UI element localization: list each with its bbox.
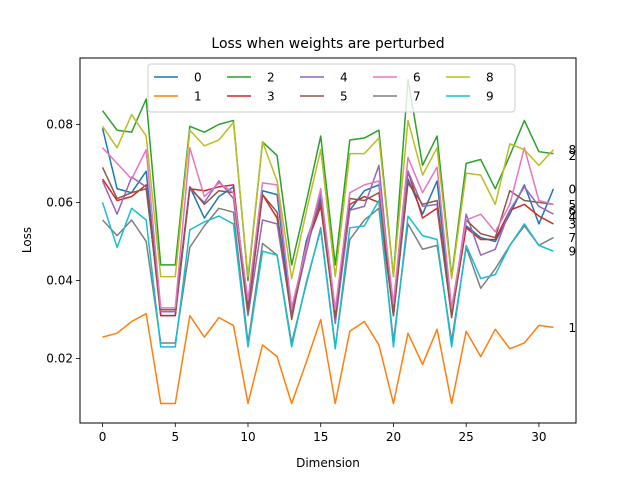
- series-line-9: [101, 199, 554, 350]
- x-axis-label: Dimension: [296, 456, 360, 470]
- end-label-5: 5: [568, 198, 576, 212]
- end-label-2: 2: [568, 149, 576, 163]
- end-label-6: 6: [568, 204, 576, 218]
- legend: 0 1 2 3 4 5 6 7 8 9: [147, 63, 516, 113]
- legend-label-0: 0: [194, 71, 202, 85]
- x-tick-label: 10: [240, 430, 255, 444]
- x-tick-label: 5: [171, 430, 179, 444]
- legend-label-8: 8: [486, 71, 494, 85]
- end-label-4: 4: [568, 210, 576, 224]
- end-label-0: 0: [568, 182, 576, 196]
- x-tick-label: 0: [99, 430, 107, 444]
- series-line-8: [101, 113, 554, 280]
- end-label-7: 7: [568, 231, 576, 245]
- series-line-2: [101, 78, 554, 282]
- legend-label-6: 6: [413, 71, 421, 85]
- end-label-1: 1: [568, 321, 576, 335]
- legend-label-9: 9: [486, 90, 494, 104]
- axis-ticks: 0 5 10 15 20 25 30 0.02 0.04 0.06 0.08: [46, 117, 546, 444]
- y-tick-label: 0.06: [46, 195, 73, 209]
- x-tick-label: 30: [531, 430, 546, 444]
- x-tick-label: 25: [459, 430, 474, 444]
- y-tick-label: 0.02: [46, 352, 73, 366]
- legend-label-7: 7: [413, 90, 421, 104]
- legend-label-3: 3: [267, 90, 275, 104]
- x-tick-label: 20: [386, 430, 401, 444]
- plot-area: [101, 78, 555, 405]
- series-line-6: [102, 147, 554, 311]
- end-label-9: 9: [568, 245, 576, 259]
- legend-label-1: 1: [194, 90, 202, 104]
- end-label-8: 8: [568, 143, 576, 157]
- x-tick-label: 15: [313, 430, 328, 444]
- plot-frame: [79, 57, 577, 424]
- legend-frame: [147, 63, 516, 113]
- legend-label-5: 5: [340, 90, 348, 104]
- legend-label-4: 4: [340, 71, 348, 85]
- chart-title: Loss when weights are perturbed: [211, 36, 444, 52]
- y-tick-label: 0.04: [46, 274, 73, 288]
- end-label-3: 3: [568, 217, 576, 231]
- y-axis-label: Loss: [20, 227, 34, 253]
- series-line-1: [102, 312, 554, 405]
- y-tick-label: 0.08: [46, 117, 73, 131]
- legend-label-2: 2: [267, 71, 275, 85]
